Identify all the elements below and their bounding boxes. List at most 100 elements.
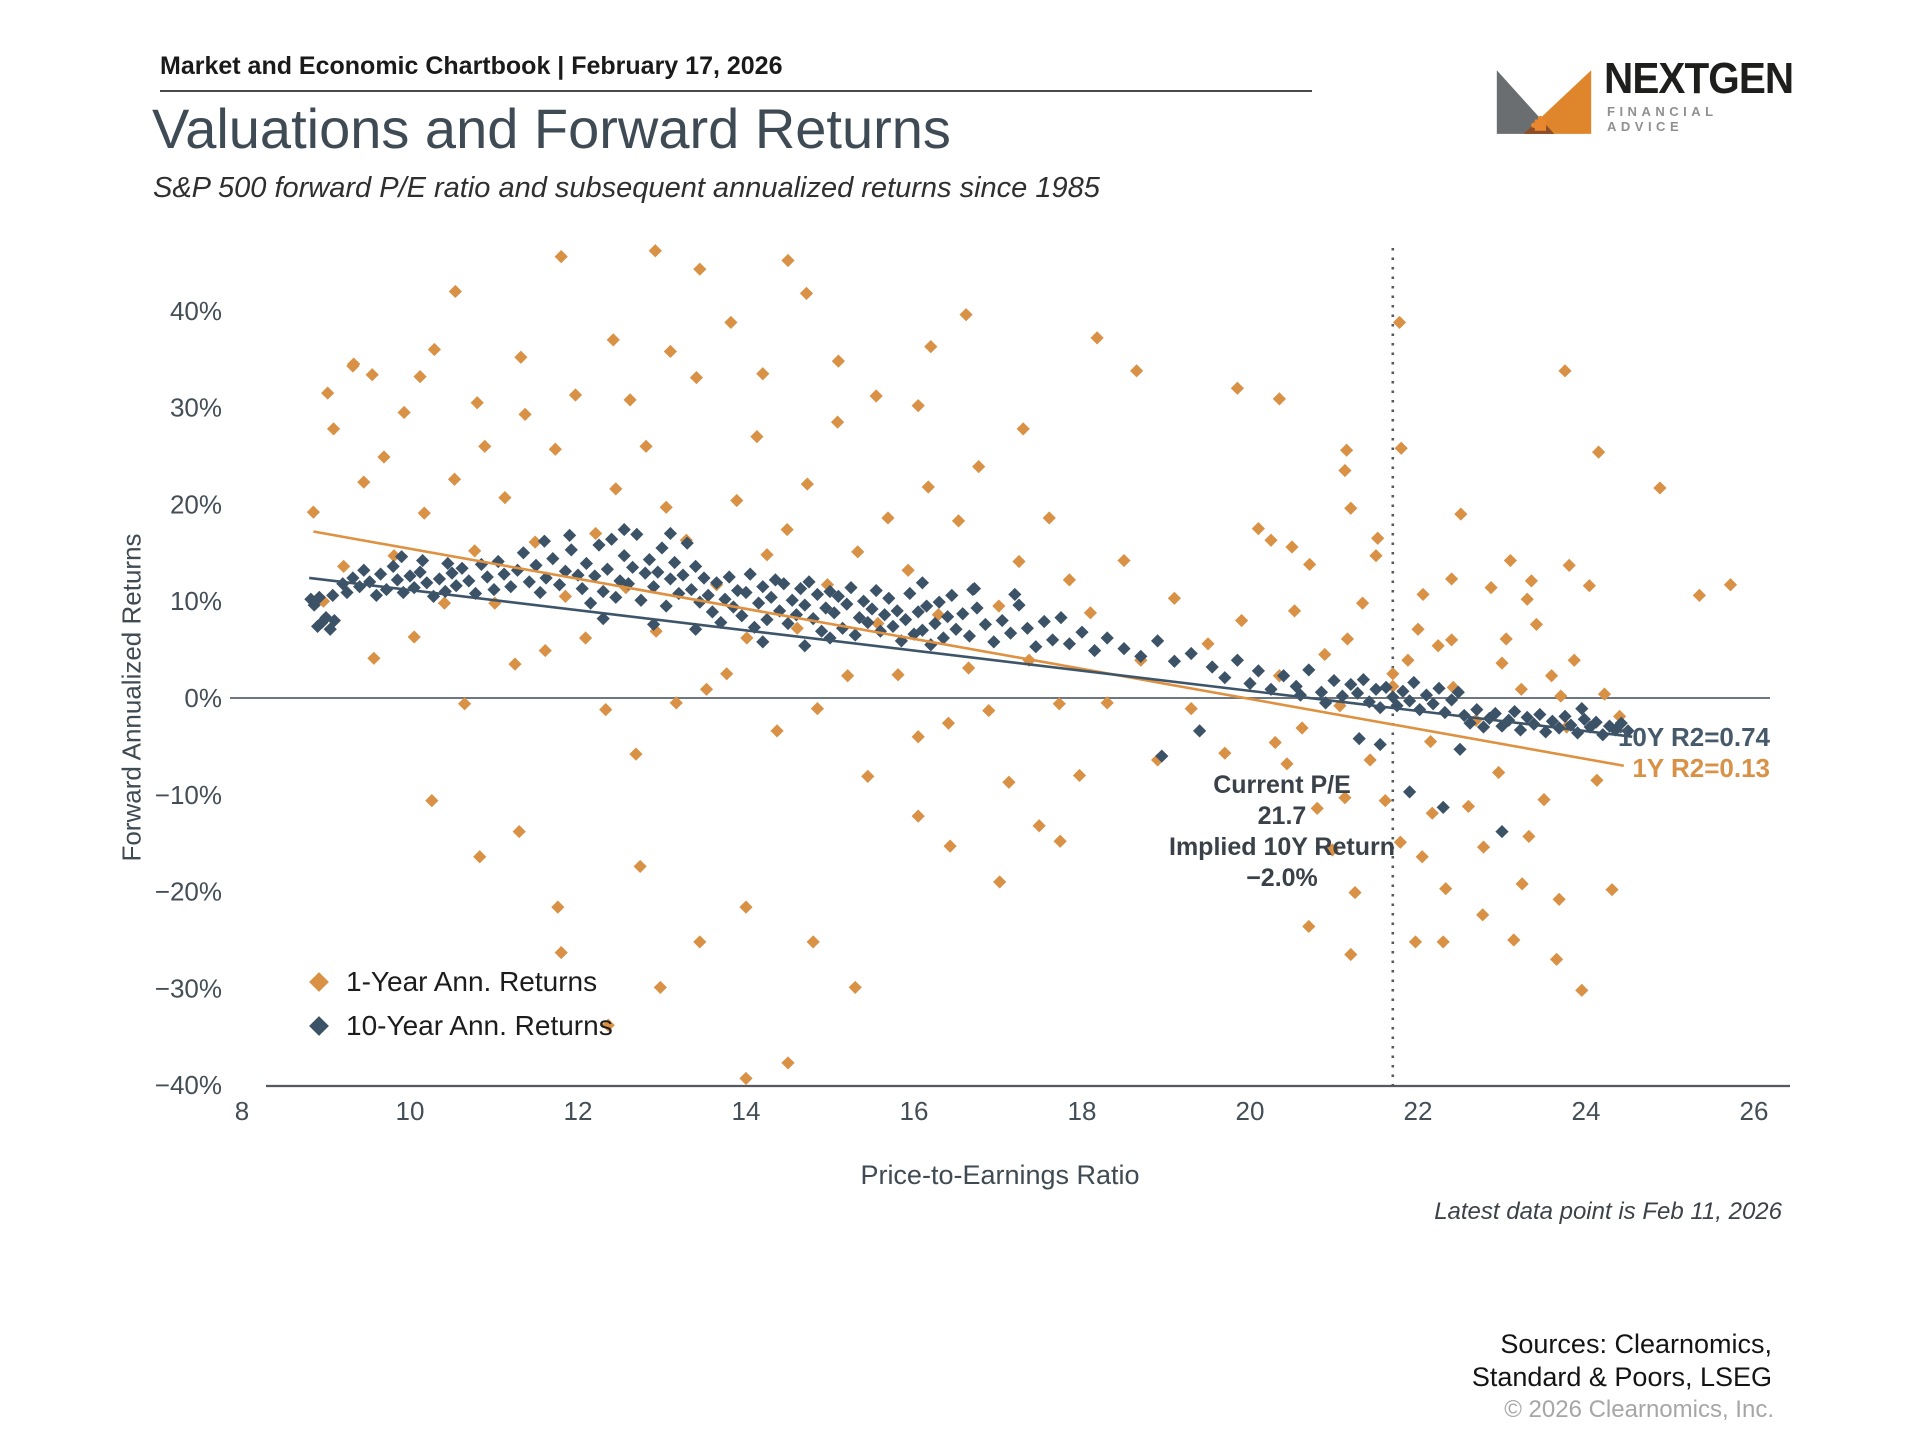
scatter-point xyxy=(911,399,925,413)
scatter-point xyxy=(1264,682,1278,696)
scatter-point xyxy=(449,579,463,593)
scatter-point xyxy=(810,587,824,602)
scatter-point xyxy=(621,577,635,591)
scatter-point xyxy=(1083,606,1097,620)
y-axis-title: Forward Annualized Returns xyxy=(116,533,147,862)
sources-line-1: Sources: Clearnomics, xyxy=(1500,1329,1772,1359)
scatter-point xyxy=(1492,765,1506,780)
scatter-point xyxy=(1558,709,1572,723)
scatter-point xyxy=(1335,689,1349,703)
scatter-point xyxy=(374,567,388,581)
scatter-point xyxy=(768,573,782,587)
scatter-point xyxy=(558,564,572,578)
scatter-point xyxy=(1495,656,1509,670)
scatter-point xyxy=(638,566,652,580)
scatter-point xyxy=(970,601,984,615)
scatter-point xyxy=(731,583,745,598)
scatter-point xyxy=(558,589,572,603)
scatter-point xyxy=(911,809,925,823)
scatter-point xyxy=(1439,882,1453,896)
x-tick-label: 26 xyxy=(1740,1096,1769,1126)
scatter-point xyxy=(1100,696,1114,710)
scatter-point xyxy=(552,578,567,592)
scatter-point xyxy=(1344,501,1358,515)
scatter-point xyxy=(993,875,1007,889)
scatter-point xyxy=(689,559,703,573)
scatter-point xyxy=(1396,684,1410,698)
scatter-point xyxy=(851,545,865,559)
scatter-point xyxy=(1012,554,1026,569)
scatter-point xyxy=(554,249,568,264)
scatter-point xyxy=(1184,646,1198,661)
scatter-point xyxy=(1062,573,1076,587)
y-tick-label: 20% xyxy=(170,489,222,519)
scatter-point xyxy=(1520,592,1534,606)
scatter-point xyxy=(564,543,578,557)
scatter-point xyxy=(407,630,421,644)
scatter-point xyxy=(1251,664,1265,678)
nextgen-logo: NEXTGEN FINANCIAL ADVICE xyxy=(1492,52,1794,142)
scatter-point xyxy=(427,342,441,357)
scatter-point xyxy=(474,557,488,572)
scatter-point xyxy=(1522,829,1536,844)
scatter-point xyxy=(697,571,711,585)
scatter-point xyxy=(1037,614,1051,629)
x-tick-label: 12 xyxy=(564,1096,593,1126)
scatter-point xyxy=(1488,706,1502,721)
scatter-point xyxy=(701,588,715,602)
scatter-point xyxy=(551,900,565,914)
scatter-point xyxy=(722,570,736,584)
r2-label-1y: 1Y R2=0.13 xyxy=(1632,753,1770,783)
scatter-point xyxy=(684,582,698,597)
scatter-point xyxy=(516,546,530,560)
scatter-point xyxy=(1432,681,1446,695)
scatter-point xyxy=(1454,507,1468,521)
sources-text: Sources: Clearnomics, Standard & Poors, … xyxy=(1372,1328,1772,1394)
scatter-point xyxy=(609,482,623,496)
scatter-point xyxy=(739,585,753,600)
scatter-point xyxy=(1117,642,1131,656)
scatter-point xyxy=(1277,669,1291,683)
scatter-point xyxy=(1052,697,1066,711)
scatter-point xyxy=(1408,935,1423,949)
scatter-point xyxy=(1403,694,1417,708)
scatter-point xyxy=(1371,531,1385,545)
scatter-point xyxy=(831,589,845,603)
scatter-point xyxy=(508,657,522,671)
scatter-point xyxy=(357,475,371,489)
chart-legend: 1-Year Ann. Returns 10-Year Ann. Returns xyxy=(309,960,613,1048)
scatter-point xyxy=(337,559,351,573)
scatter-point xyxy=(1425,806,1439,820)
scatter-point xyxy=(600,562,614,576)
scatter-point xyxy=(956,607,970,621)
scatter-point xyxy=(959,308,973,322)
scatter-point xyxy=(1318,647,1332,662)
scatter-point xyxy=(568,388,583,402)
legend-label-10y: 10-Year Ann. Returns xyxy=(346,1010,613,1041)
scatter-point xyxy=(882,591,896,605)
scatter-point xyxy=(1325,843,1339,857)
scatter-point xyxy=(730,493,744,508)
scatter-point xyxy=(438,584,452,599)
scatter-point xyxy=(1592,445,1606,459)
scatter-point xyxy=(672,586,686,601)
scatter-point xyxy=(659,500,673,514)
scatter-point xyxy=(760,612,774,627)
scatter-point xyxy=(848,628,862,642)
scatter-point xyxy=(1502,713,1516,727)
scatter-point xyxy=(1344,677,1358,692)
scatter-point xyxy=(1235,613,1249,628)
header-divider xyxy=(160,90,1312,92)
scatter-point xyxy=(612,1101,625,1114)
scatter-point xyxy=(311,619,325,633)
scatter-point xyxy=(533,585,547,600)
scatter-point xyxy=(982,703,996,718)
scatter-point xyxy=(468,586,483,601)
scatter-point xyxy=(936,631,950,645)
scatter-point xyxy=(852,611,866,625)
scatter-point xyxy=(962,661,976,675)
scatter-point xyxy=(1350,686,1365,700)
scatter-point xyxy=(629,747,643,761)
scatter-point xyxy=(1117,553,1131,568)
